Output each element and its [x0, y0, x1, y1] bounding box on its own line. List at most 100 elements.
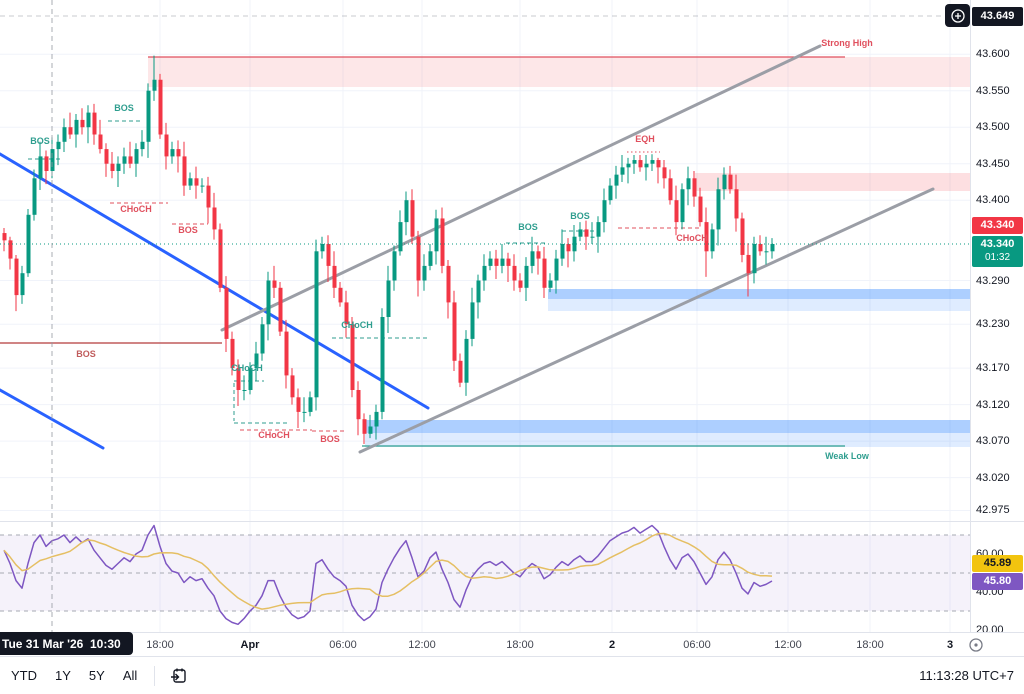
candle-body — [416, 236, 421, 281]
candle-body — [758, 244, 763, 252]
price-tick: 43.070 — [976, 435, 1010, 448]
candle-body — [344, 302, 349, 325]
candle-body — [608, 185, 613, 201]
candle-body — [686, 178, 691, 190]
candle-body — [458, 360, 463, 383]
candle-body — [92, 112, 97, 135]
candle-body — [446, 265, 451, 303]
price-tick: 43.230 — [976, 318, 1010, 331]
candle-body — [32, 178, 37, 215]
candle-body — [470, 302, 475, 339]
candle-body — [698, 196, 703, 223]
circle-dot-icon — [969, 638, 983, 652]
price-tick: 43.170 — [976, 362, 1010, 375]
downtrend-line-1 — [0, 152, 430, 410]
price-tick: 43.120 — [976, 398, 1010, 411]
candle-body — [230, 338, 235, 369]
time-tick: 12:00 — [774, 638, 802, 651]
add-alert-plus-button[interactable] — [945, 4, 970, 27]
candle-body — [260, 324, 265, 354]
candle-body — [44, 156, 49, 171]
candle-body — [644, 163, 649, 168]
plus-circle-icon — [950, 8, 965, 23]
rsi-line — [3, 524, 773, 626]
candle-body — [140, 141, 145, 150]
candle-body — [380, 317, 385, 412]
clock-timezone[interactable]: 11:13:28 UTC+7 — [919, 668, 1014, 683]
candle-body — [236, 368, 241, 390]
candle-body — [338, 287, 343, 303]
time-axis[interactable]: 18:00 Apr 06:00 12:00 18:00 2 06:00 12:00 18:00 3… — [0, 632, 1024, 656]
price-tick: 43.290 — [976, 274, 1010, 287]
candle-body — [596, 222, 601, 237]
candle-body — [590, 236, 595, 238]
candle-body — [56, 141, 61, 150]
candle-body — [146, 90, 151, 142]
candle-body — [122, 156, 127, 164]
range-button-ytd[interactable]: YTD — [2, 663, 46, 688]
candle-body — [80, 119, 85, 128]
toolbar-divider — [154, 665, 156, 686]
candle-body — [476, 280, 481, 303]
candle-body — [434, 218, 439, 252]
candle-body — [218, 229, 223, 288]
candle-body — [14, 258, 19, 296]
chart-plot-area[interactable]: BOS BOS CHoCH BOS CHoCH CHoCH BOS CHoCH BOS BOS EQ… — [0, 0, 970, 632]
candle-body — [518, 280, 523, 288]
candle-body — [158, 79, 163, 135]
range-button-all[interactable]: All — [114, 663, 146, 688]
demand-zone-mid-top — [548, 289, 970, 299]
candle-body — [254, 353, 259, 369]
time-tick: Apr — [240, 638, 260, 651]
candle-body — [638, 160, 643, 168]
candle-body — [662, 167, 667, 179]
range-button-5y[interactable]: 5Y — [80, 663, 114, 688]
price-tick: 43.600 — [976, 48, 1010, 61]
candle-body — [752, 244, 757, 274]
goto-date-button[interactable] — [163, 662, 194, 689]
candle-body — [506, 258, 511, 266]
candle-body — [50, 149, 55, 171]
candle-body — [488, 258, 493, 266]
candle-body — [110, 163, 115, 171]
candle-body — [410, 200, 415, 237]
chart-canvas[interactable] — [0, 0, 970, 632]
price-tick: 43.020 — [976, 471, 1010, 484]
candle-body — [692, 178, 697, 197]
price-tick: 43.450 — [976, 157, 1010, 170]
candle-body — [206, 185, 211, 208]
channel-upper — [220, 44, 822, 332]
pane-divider[interactable] — [0, 521, 1024, 522]
candle-body — [20, 273, 25, 296]
price-axis[interactable]: 43.600 43.550 43.500 43.450 43.400 43.290 43.2… — [945, 0, 1024, 636]
candle-body — [578, 229, 583, 237]
rsi-value-badge: 45.80 — [972, 573, 1023, 590]
candle-body — [500, 258, 505, 266]
bar-countdown: 01:32 — [984, 252, 1011, 264]
candle-body — [716, 189, 721, 230]
candle-body — [368, 426, 373, 434]
candle-body — [392, 251, 397, 281]
candle-body — [362, 419, 367, 434]
candle-body — [704, 222, 709, 252]
time-tick: 06:00 — [329, 638, 357, 651]
candle-body — [176, 149, 181, 157]
candle-body — [428, 251, 433, 266]
demand-zone-mid — [548, 289, 970, 311]
candle-body — [602, 200, 607, 223]
candle-body — [650, 160, 655, 164]
candle-body — [134, 149, 139, 164]
price-tick: 42.975 — [976, 504, 1010, 517]
price-tick: 43.550 — [976, 84, 1010, 97]
candle-body — [770, 244, 775, 252]
candle-body — [302, 411, 307, 413]
candle-body — [62, 127, 67, 142]
timezone-clock-icon[interactable] — [965, 635, 987, 655]
candle-body — [746, 254, 751, 274]
candle-body — [656, 160, 661, 168]
demand-zone-bottom-top — [365, 420, 970, 433]
candle-body — [734, 189, 739, 219]
range-button-1y[interactable]: 1Y — [46, 663, 80, 688]
candle-body — [440, 218, 445, 266]
